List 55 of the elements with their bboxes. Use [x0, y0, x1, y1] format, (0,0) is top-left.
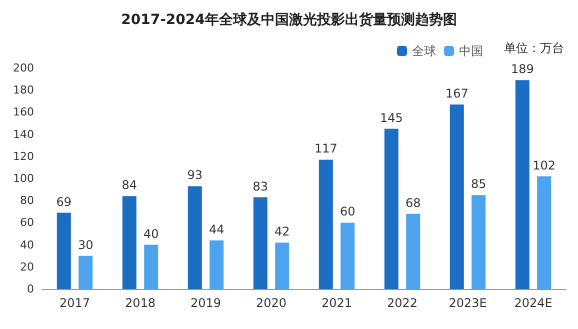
bar: [144, 244, 158, 289]
bar: [78, 256, 93, 289]
y-tick-label: 160: [13, 106, 34, 119]
y-tick-label: 120: [13, 150, 34, 163]
data-label: 83: [252, 179, 268, 194]
y-tick-label: 40: [20, 238, 34, 252]
bar: [340, 222, 355, 289]
chart-title: 2017-2024年全球及中国激光投影出货量预测趋势图: [121, 12, 457, 28]
legend-label: 全球: [412, 44, 436, 58]
bar: [384, 128, 398, 289]
data-label: 189: [510, 62, 534, 76]
bar: [537, 176, 552, 289]
x-tick-label: 2024E: [514, 296, 552, 310]
text: 单位：万台: [504, 41, 564, 55]
y-tick-label: 60: [20, 216, 34, 230]
y-tick-label: 0: [27, 282, 34, 296]
data-label: 102: [532, 158, 556, 172]
data-label: 44: [208, 222, 224, 236]
bar: [122, 196, 136, 289]
bar: [318, 160, 333, 289]
data-label: 69: [56, 194, 72, 209]
x-tick-label: 2020: [256, 296, 287, 310]
bar: [450, 104, 464, 289]
data-label: 60: [340, 204, 356, 219]
y-tick-label: 200: [13, 62, 34, 74]
data-label: 40: [143, 226, 159, 241]
bar: [406, 214, 420, 289]
data-label: 42: [274, 224, 290, 239]
data-label: 84: [122, 178, 138, 192]
y-tick-label: 100: [13, 172, 34, 185]
bar: [210, 240, 224, 289]
x-tick-label: 2022: [386, 296, 418, 310]
data-label: 117: [314, 142, 338, 156]
y-tick-label: 140: [13, 128, 34, 141]
bar: [253, 197, 268, 289]
bar: [275, 242, 290, 289]
x-tick-label: 2023E: [448, 296, 487, 310]
data-label: 145: [380, 110, 403, 125]
data-label: 30: [78, 238, 94, 252]
x-tick-label: 2019: [190, 296, 222, 310]
x-tick-label: 2021: [321, 296, 352, 310]
bar: [515, 80, 530, 289]
x-tick-label: 2017: [59, 296, 90, 310]
y-tick-label: 20: [20, 260, 34, 274]
y-tick-label: 80: [20, 194, 34, 208]
bar: [56, 212, 71, 289]
bar: [188, 186, 202, 289]
x-tick-label: 2018: [124, 296, 156, 310]
y-tick-label: 180: [13, 84, 34, 97]
data-label: 93: [187, 168, 203, 182]
legend-label: 中国: [459, 44, 483, 58]
data-label: 167: [445, 86, 468, 100]
data-label: 68: [405, 196, 421, 210]
data-label: 85: [470, 177, 486, 192]
bar: [472, 195, 486, 289]
